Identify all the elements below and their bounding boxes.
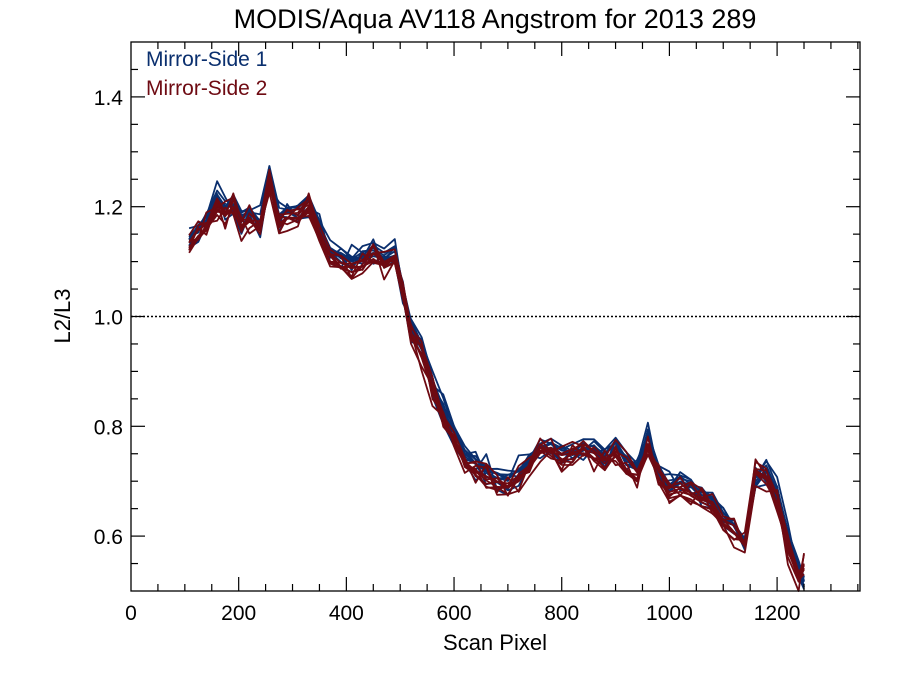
series-line-1-8 xyxy=(188,187,805,590)
series-line-2-1 xyxy=(188,181,805,576)
y-tick-label: 0.6 xyxy=(94,526,123,549)
x-tick-label: 0 xyxy=(125,602,137,625)
x-tick-label: 400 xyxy=(329,602,364,625)
chart-title: MODIS/Aqua AV118 Angstrom for 2013 289 xyxy=(234,4,757,34)
series-line-2-9 xyxy=(188,184,805,579)
series-line-2-6 xyxy=(188,178,805,578)
series-line-1-3 xyxy=(188,179,805,588)
plot-lines xyxy=(188,165,805,592)
y-tick-label: 1.2 xyxy=(94,197,123,220)
y-axis-label: L2/L3 xyxy=(50,288,75,343)
x-tick-label: 1000 xyxy=(646,602,693,625)
axes: 0 200 400 600 800 1000 1200 0.6 0.8 1.0 1.2 1.4 xyxy=(94,41,861,625)
series-line-2-10 xyxy=(188,185,805,583)
y-tick-label: 0.8 xyxy=(94,416,123,439)
legend-entry-mirror-side-1: Mirror-Side 1 xyxy=(146,48,267,71)
y-tick-label: 1.0 xyxy=(94,307,123,330)
x-tick-label: 200 xyxy=(221,602,256,625)
x-tick-label: 600 xyxy=(437,602,472,625)
series-line-2-7 xyxy=(188,171,805,583)
series-line-1-5 xyxy=(188,173,805,578)
series-line-1-7 xyxy=(188,180,805,582)
series-line-2-8 xyxy=(188,191,805,582)
series-line-1-2 xyxy=(188,176,805,582)
x-tick-label: 1200 xyxy=(754,602,801,625)
series-line-2-4 xyxy=(188,182,805,592)
x-axis-label: Scan Pixel xyxy=(443,630,547,655)
series-line-2-3 xyxy=(189,188,805,577)
legend-entry-mirror-side-2: Mirror-Side 2 xyxy=(146,77,267,100)
series-line-2-5 xyxy=(188,179,805,576)
series-line-1-9 xyxy=(188,172,805,581)
y-tick-label: 1.4 xyxy=(94,87,124,110)
x-tick-label: 800 xyxy=(544,602,579,625)
series-line-1-1 xyxy=(188,174,805,582)
